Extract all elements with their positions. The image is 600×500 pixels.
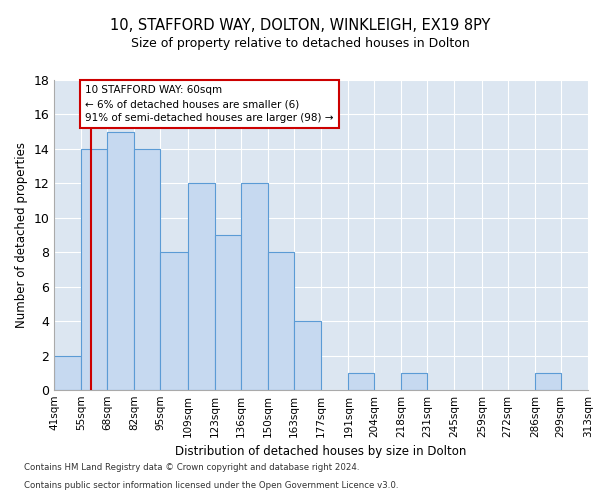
- Text: 10, STAFFORD WAY, DOLTON, WINKLEIGH, EX19 8PY: 10, STAFFORD WAY, DOLTON, WINKLEIGH, EX1…: [110, 18, 490, 32]
- Bar: [349, 373, 374, 390]
- Bar: [134, 149, 160, 390]
- Bar: [160, 252, 187, 390]
- Bar: [241, 184, 268, 390]
- Text: Size of property relative to detached houses in Dolton: Size of property relative to detached ho…: [131, 38, 469, 51]
- Bar: [54, 356, 82, 390]
- Text: 10 STAFFORD WAY: 60sqm
← 6% of detached houses are smaller (6)
91% of semi-detac: 10 STAFFORD WAY: 60sqm ← 6% of detached …: [85, 85, 334, 123]
- Bar: [268, 252, 293, 390]
- Bar: [82, 149, 107, 390]
- X-axis label: Distribution of detached houses by size in Dolton: Distribution of detached houses by size …: [175, 446, 467, 458]
- Text: Contains HM Land Registry data © Crown copyright and database right 2024.: Contains HM Land Registry data © Crown c…: [24, 464, 359, 472]
- Bar: [107, 132, 134, 390]
- Y-axis label: Number of detached properties: Number of detached properties: [15, 142, 28, 328]
- Bar: [293, 321, 321, 390]
- Text: Contains public sector information licensed under the Open Government Licence v3: Contains public sector information licen…: [24, 481, 398, 490]
- Bar: [215, 235, 241, 390]
- Bar: [535, 373, 560, 390]
- Bar: [187, 184, 215, 390]
- Bar: [401, 373, 427, 390]
